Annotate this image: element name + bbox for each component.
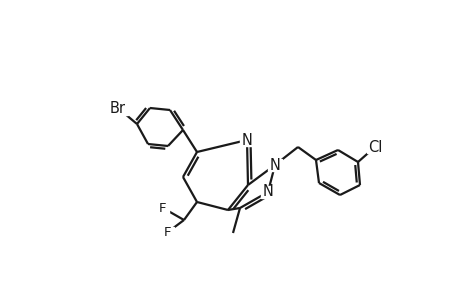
Text: N: N — [269, 158, 280, 172]
Text: Cl: Cl — [367, 140, 381, 154]
Bar — [108, 101, 128, 115]
Bar — [268, 159, 281, 171]
Text: F: F — [164, 226, 171, 238]
Text: N: N — [241, 133, 252, 148]
Bar — [240, 134, 253, 146]
Text: Br: Br — [110, 100, 126, 116]
Text: F: F — [159, 202, 166, 214]
Bar — [162, 227, 174, 237]
Bar — [157, 203, 168, 213]
Text: N: N — [262, 184, 273, 200]
Bar — [366, 141, 382, 153]
Bar — [260, 186, 274, 198]
